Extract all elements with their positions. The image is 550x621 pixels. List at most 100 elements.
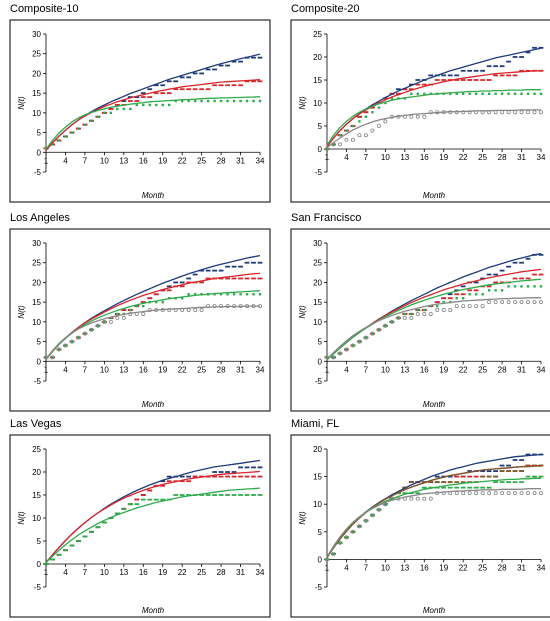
- x-tick-label: 22: [459, 563, 468, 572]
- observed-point: [155, 103, 158, 107]
- observed-point: [64, 135, 67, 138]
- observed-point: [351, 124, 355, 128]
- observed-point: [371, 332, 374, 335]
- observed-point: [206, 99, 210, 103]
- observed-point: [338, 352, 342, 355]
- y-tick-label: 15: [32, 298, 41, 307]
- chart-panel-los-angeles: Los Angeles -5 0 5 10 15 20 25 30 1 4 7 10 13 16 19 22 2…: [4, 209, 274, 415]
- observed-point: [56, 347, 61, 352]
- observed-point: [258, 99, 262, 103]
- x-tick-label: 10: [100, 365, 109, 374]
- observed-point: [200, 99, 203, 103]
- fitted-line: [326, 278, 542, 361]
- observed-point: [423, 308, 426, 312]
- x-tick-label: 31: [236, 156, 245, 165]
- observed-point: [500, 92, 504, 95]
- x-tick-label: 1: [44, 365, 49, 374]
- x-tick-label: 28: [217, 568, 226, 577]
- observed-point: [410, 92, 413, 95]
- observed-point: [82, 331, 87, 336]
- observed-series: [43, 80, 263, 150]
- observed-point: [357, 339, 362, 344]
- observed-point: [232, 293, 236, 296]
- observed-series: [43, 466, 263, 565]
- y-tick-label: 25: [32, 445, 41, 454]
- y-tick-label: -5: [315, 377, 323, 386]
- observed-point: [77, 127, 80, 130]
- x-tick-label: 4: [344, 365, 349, 374]
- x-tick-label: 28: [217, 156, 226, 165]
- observed-point: [402, 315, 407, 320]
- y-tick-label: 20: [32, 468, 41, 477]
- x-tick-label: 4: [344, 563, 349, 572]
- observed-point: [468, 92, 471, 95]
- observed-point: [410, 312, 413, 316]
- x-tick-label: 7: [83, 568, 88, 577]
- observed-point: [538, 300, 543, 305]
- chart-frame: [290, 228, 550, 412]
- observed-point: [507, 285, 510, 288]
- y-tick-label: -5: [315, 583, 323, 592]
- observed-point: [416, 92, 419, 95]
- x-tick-label: 34: [256, 156, 265, 165]
- observed-point: [532, 110, 537, 115]
- observed-point: [102, 319, 107, 324]
- x-tick-label: 25: [197, 365, 206, 374]
- x-tick-label: 10: [381, 563, 390, 572]
- observed-point: [435, 308, 440, 313]
- observed-point: [532, 300, 537, 305]
- x-tick-label: 28: [498, 365, 507, 374]
- observed-point: [193, 308, 198, 313]
- observed-point: [129, 107, 132, 111]
- observed-point: [416, 308, 419, 312]
- chart-frame: [9, 228, 271, 412]
- observed-point: [422, 311, 427, 316]
- x-tick-label: 22: [459, 365, 468, 374]
- observed-point: [442, 300, 445, 304]
- observed-point: [481, 92, 484, 95]
- observed-point: [520, 92, 523, 95]
- x-tick-label: 25: [197, 568, 206, 577]
- x-tick-label: 4: [63, 365, 68, 374]
- y-tick-label: 10: [32, 318, 41, 327]
- x-tick-label: 4: [63, 156, 68, 165]
- observed-point: [526, 92, 530, 95]
- observed-point: [148, 103, 151, 107]
- x-tick-label: 19: [158, 156, 167, 165]
- y-tick-label: 15: [32, 491, 41, 500]
- fitted-line: [326, 488, 541, 558]
- x-axis-title: Month: [142, 606, 165, 615]
- observed-point: [109, 111, 113, 115]
- observed-point: [384, 101, 387, 105]
- x-tick-label: 25: [478, 365, 487, 374]
- x-tick-label: 7: [364, 365, 369, 374]
- x-tick-label: 34: [256, 365, 265, 374]
- observed-point: [409, 114, 414, 119]
- observed-point: [337, 142, 342, 147]
- observed-point: [526, 285, 530, 288]
- observed-point: [344, 535, 349, 540]
- observed-point: [63, 343, 68, 348]
- x-tick-label: 13: [119, 568, 128, 577]
- observed-point: [364, 115, 368, 118]
- x-axis-title: Month: [423, 606, 446, 615]
- observed-point: [526, 110, 531, 115]
- observed-point: [51, 143, 54, 146]
- observed-point: [376, 327, 381, 332]
- chart-title: Miami, FL: [291, 418, 340, 430]
- observed-point: [213, 99, 216, 103]
- observed-point: [500, 110, 505, 115]
- x-tick-label: 31: [517, 153, 526, 162]
- observed-point: [461, 110, 466, 115]
- x-tick-label: 31: [236, 365, 245, 374]
- observed-point: [96, 324, 100, 327]
- y-tick-label: 25: [32, 259, 41, 268]
- fitted-line: [45, 305, 260, 360]
- chart-frame: [290, 19, 550, 203]
- observed-point: [357, 524, 362, 529]
- observed-point: [103, 111, 106, 115]
- y-tick-label: 5: [318, 338, 323, 347]
- observed-point: [332, 143, 335, 146]
- observed-point: [252, 293, 255, 296]
- observed-point: [69, 339, 74, 344]
